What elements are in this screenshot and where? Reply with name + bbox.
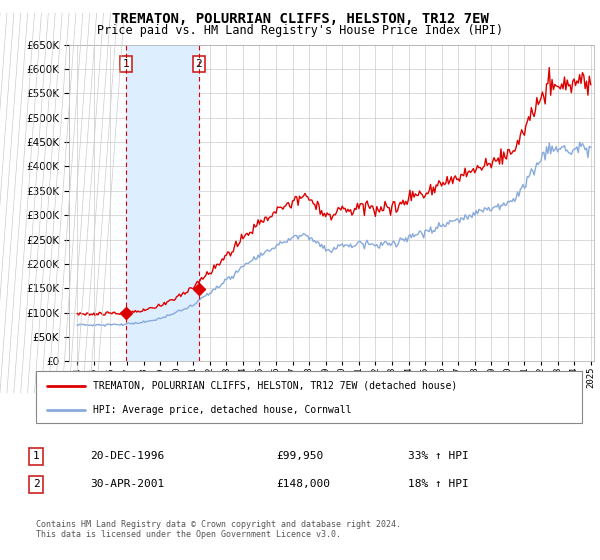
Text: 30-APR-2001: 30-APR-2001	[90, 479, 164, 489]
Text: 20-DEC-1996: 20-DEC-1996	[90, 451, 164, 461]
Text: TREMATON, POLURRIAN CLIFFS, HELSTON, TR12 7EW: TREMATON, POLURRIAN CLIFFS, HELSTON, TR1…	[112, 12, 488, 26]
Text: £148,000: £148,000	[276, 479, 330, 489]
Text: 2: 2	[32, 479, 40, 489]
Text: Price paid vs. HM Land Registry's House Price Index (HPI): Price paid vs. HM Land Registry's House …	[97, 24, 503, 36]
Text: 33% ↑ HPI: 33% ↑ HPI	[408, 451, 469, 461]
Text: 1: 1	[32, 451, 40, 461]
Text: 2: 2	[196, 59, 202, 69]
Bar	[127, 45, 199, 361]
FancyBboxPatch shape	[36, 371, 582, 423]
Text: 1: 1	[123, 59, 130, 69]
Text: 18% ↑ HPI: 18% ↑ HPI	[408, 479, 469, 489]
Text: TREMATON, POLURRIAN CLIFFS, HELSTON, TR12 7EW (detached house): TREMATON, POLURRIAN CLIFFS, HELSTON, TR1…	[94, 381, 458, 391]
Text: £99,950: £99,950	[276, 451, 323, 461]
Text: HPI: Average price, detached house, Cornwall: HPI: Average price, detached house, Corn…	[94, 405, 352, 415]
Text: Contains HM Land Registry data © Crown copyright and database right 2024.
This d: Contains HM Land Registry data © Crown c…	[36, 520, 401, 539]
